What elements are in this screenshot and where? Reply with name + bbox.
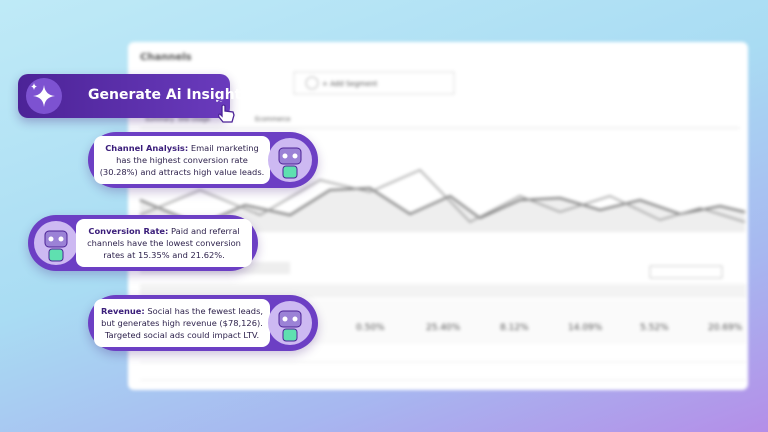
robot-icon (34, 221, 78, 265)
insight-text: Revenue: Social has the fewest leads, bu… (94, 299, 270, 347)
metric: 25.40% (426, 323, 461, 333)
insight-card: Revenue: Social has the fewest leads, bu… (88, 295, 318, 351)
insight-label: Channel Analysis: (105, 143, 189, 153)
insight-label: Revenue: (100, 306, 145, 316)
insight-text: Conversion Rate: Paid and referral chann… (76, 219, 252, 267)
robot-icon (268, 138, 312, 182)
segment-label: + Add Segment (322, 80, 378, 88)
insight-body: Email marketing has the highest conversi… (99, 143, 265, 177)
button-label: Generate Ai Insights (88, 87, 250, 103)
generate-button[interactable]: Generate Ai Insights (18, 74, 250, 118)
area (140, 188, 745, 232)
insight-card: Channel Analysis: Email marketing has th… (88, 132, 318, 188)
sparkle-icon (26, 78, 62, 114)
insight-body: Social has the fewest leads, but generat… (101, 306, 264, 340)
tab: Summary (145, 116, 174, 123)
line (139, 169, 746, 223)
metric: 5.52% (640, 323, 669, 333)
metric: 20.69% (708, 323, 743, 333)
metric: 14.09% (568, 323, 603, 333)
insight-body: Paid and referral channels have the lowe… (87, 226, 241, 260)
robot-icon (268, 301, 312, 345)
insight-text: Channel Analysis: Email marketing has th… (94, 136, 270, 184)
tab: Site Usage (178, 116, 210, 123)
segment-icon (305, 76, 319, 90)
metric: 8.12% (500, 323, 529, 333)
tab: Ecommerce (255, 116, 291, 123)
insight-card: Conversion Rate: Paid and referral chann… (28, 215, 258, 271)
segment-box (293, 71, 455, 95)
insight-label: Conversion Rate: (88, 226, 169, 236)
dashboard-title: Channels (140, 52, 192, 63)
table-header (140, 284, 746, 298)
metric: 0.50% (356, 323, 385, 333)
search (649, 265, 723, 279)
cursor (217, 99, 235, 123)
